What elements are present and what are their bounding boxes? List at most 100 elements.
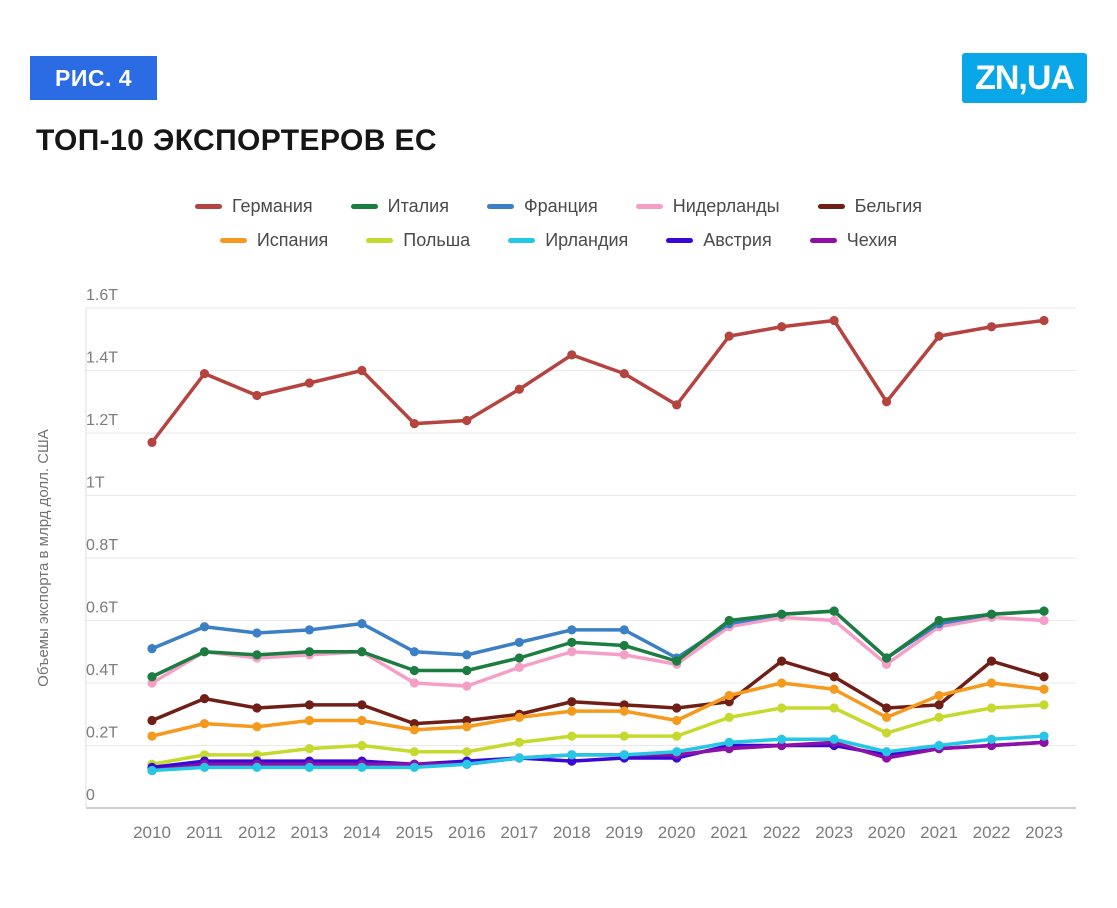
data-point-Испания[interactable]	[147, 731, 157, 741]
data-point-Испания[interactable]	[1039, 684, 1049, 694]
data-point-Ирландия[interactable]	[724, 737, 734, 747]
series-line-Польша[interactable]	[150, 703, 1046, 766]
data-point-Германия[interactable]	[252, 390, 262, 401]
series-line-Австрия[interactable]	[150, 740, 1046, 770]
series-line-Германия[interactable]	[150, 318, 1046, 445]
data-point-Бельгия[interactable]	[199, 694, 210, 704]
data-point-Италия[interactable]	[1039, 606, 1049, 616]
data-point-Польша[interactable]	[672, 731, 682, 741]
data-point-Испания[interactable]	[934, 690, 944, 701]
data-point-Ирландия[interactable]	[304, 762, 315, 772]
data-point-Италия[interactable]	[147, 672, 157, 682]
data-point-Испания[interactable]	[777, 678, 787, 688]
series-line-Испания[interactable]	[150, 681, 1046, 738]
data-point-Германия[interactable]	[462, 415, 472, 426]
data-point-Ирландия[interactable]	[357, 762, 367, 772]
data-point-Ирландия[interactable]	[462, 759, 472, 769]
data-point-Испания[interactable]	[409, 725, 419, 735]
series-line-Франция[interactable]	[150, 609, 1046, 660]
data-point-Италия[interactable]	[514, 653, 524, 663]
data-point-Италия[interactable]	[409, 665, 419, 676]
data-point-Ирландия[interactable]	[147, 765, 157, 776]
data-point-Италия[interactable]	[252, 650, 262, 660]
data-point-Ирландия[interactable]	[199, 762, 210, 772]
data-point-Франция[interactable]	[147, 644, 157, 654]
data-point-Ирландия[interactable]	[986, 734, 997, 744]
data-point-Германия[interactable]	[934, 331, 944, 341]
data-point-Польша[interactable]	[829, 703, 839, 713]
data-point-Бельгия[interactable]	[672, 703, 682, 713]
data-point-Италия[interactable]	[777, 609, 787, 619]
data-point-Германия[interactable]	[514, 384, 524, 394]
data-point-Германия[interactable]	[777, 322, 787, 332]
series-line-Нидерланды[interactable]	[150, 615, 1046, 688]
data-point-Нидерланды[interactable]	[1039, 615, 1049, 626]
legend-item-Польша[interactable]: Польша	[366, 230, 470, 251]
data-point-Испания[interactable]	[724, 690, 734, 701]
data-point-Нидерланды[interactable]	[462, 681, 472, 691]
data-point-Польша[interactable]	[724, 712, 734, 722]
data-point-Испания[interactable]	[304, 715, 315, 726]
data-point-Испания[interactable]	[514, 712, 524, 722]
znua-logo[interactable]: ZN,UA	[962, 53, 1087, 103]
data-point-Нидерланды[interactable]	[619, 650, 629, 660]
data-point-Ирландия[interactable]	[1039, 731, 1049, 741]
data-point-Германия[interactable]	[986, 322, 997, 332]
data-point-Франция[interactable]	[409, 647, 419, 657]
data-point-Нидерланды[interactable]	[829, 615, 839, 626]
data-point-Германия[interactable]	[147, 437, 157, 447]
data-point-Германия[interactable]	[619, 369, 629, 379]
data-point-Бельгия[interactable]	[829, 672, 839, 682]
data-point-Бельгия[interactable]	[304, 700, 315, 710]
data-point-Польша[interactable]	[357, 740, 367, 751]
data-point-Франция[interactable]	[252, 628, 262, 638]
legend-item-Франция[interactable]: Франция	[486, 196, 598, 217]
data-point-Испания[interactable]	[672, 715, 682, 726]
data-point-Испания[interactable]	[357, 715, 367, 726]
data-point-Испания[interactable]	[252, 722, 262, 732]
data-point-Польша[interactable]	[777, 703, 787, 713]
data-point-Германия[interactable]	[881, 397, 892, 407]
legend-item-Германия[interactable]: Германия	[194, 196, 313, 217]
data-point-Германия[interactable]	[672, 400, 682, 410]
legend-item-Чехия[interactable]: Чехия	[809, 230, 897, 251]
data-point-Бельгия[interactable]	[147, 715, 157, 726]
data-point-Польша[interactable]	[462, 747, 472, 757]
series-line-Италия[interactable]	[150, 609, 1046, 679]
data-point-Германия[interactable]	[567, 350, 577, 360]
data-point-Франция[interactable]	[462, 650, 472, 660]
legend-item-Нидерланды[interactable]: Нидерланды	[635, 196, 780, 217]
data-point-Италия[interactable]	[304, 647, 315, 657]
data-point-Испания[interactable]	[199, 719, 210, 729]
data-point-Германия[interactable]	[199, 369, 210, 379]
data-point-Бельгия[interactable]	[1039, 672, 1049, 682]
data-point-Франция[interactable]	[199, 622, 210, 632]
data-point-Польша[interactable]	[514, 737, 524, 747]
data-point-Италия[interactable]	[881, 653, 892, 663]
data-point-Ирландия[interactable]	[934, 740, 944, 751]
data-point-Испания[interactable]	[462, 722, 472, 732]
data-point-Польша[interactable]	[1039, 700, 1049, 710]
data-point-Бельгия[interactable]	[357, 700, 367, 710]
data-point-Италия[interactable]	[357, 647, 367, 657]
data-point-Франция[interactable]	[567, 625, 577, 635]
data-point-Испания[interactable]	[881, 712, 892, 722]
data-point-Франция[interactable]	[304, 625, 315, 635]
data-point-Польша[interactable]	[934, 712, 944, 722]
data-point-Италия[interactable]	[462, 665, 472, 676]
legend-item-Бельгия[interactable]: Бельгия	[817, 196, 922, 217]
data-point-Бельгия[interactable]	[777, 656, 787, 666]
data-point-Ирландия[interactable]	[409, 762, 419, 772]
data-point-Ирландия[interactable]	[672, 747, 682, 757]
series-line-Ирландия[interactable]	[150, 734, 1046, 773]
data-point-Ирландия[interactable]	[829, 734, 839, 744]
data-point-Ирландия[interactable]	[619, 750, 629, 760]
data-point-Испания[interactable]	[829, 684, 839, 694]
data-point-Италия[interactable]	[829, 606, 839, 616]
data-point-Нидерланды[interactable]	[514, 662, 524, 672]
data-point-Нидерланды[interactable]	[567, 647, 577, 657]
data-point-Польша[interactable]	[409, 747, 419, 757]
data-point-Ирландия[interactable]	[567, 750, 577, 760]
data-point-Франция[interactable]	[619, 625, 629, 635]
data-point-Бельгия[interactable]	[881, 703, 892, 713]
